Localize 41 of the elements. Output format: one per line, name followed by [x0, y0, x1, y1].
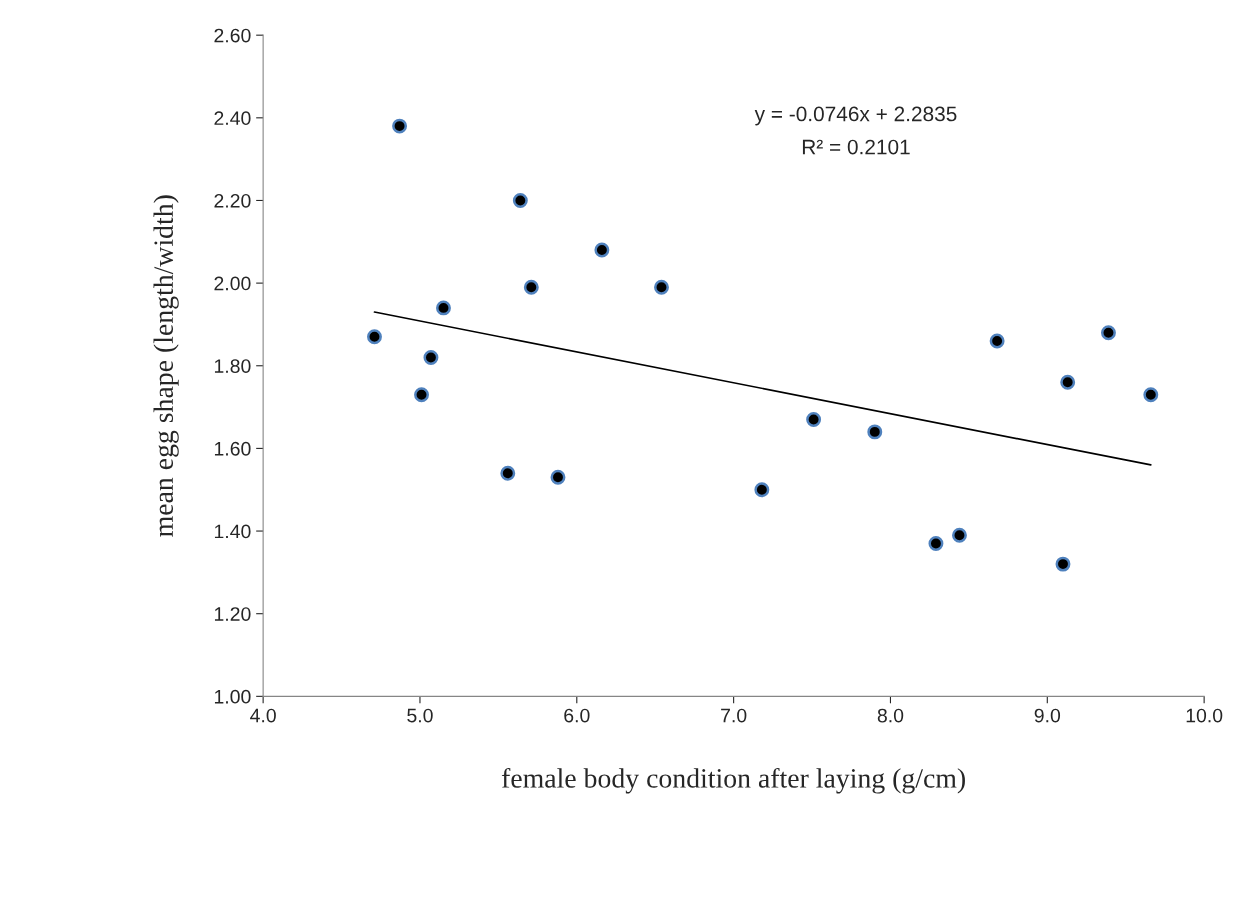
- point: [392, 118, 408, 134]
- y-axis-title: mean egg shape (length/width): [153, 195, 179, 537]
- y-tick-label: 1.80: [214, 359, 251, 373]
- point: [423, 350, 439, 365]
- x-tick-label: 7.0: [721, 708, 747, 723]
- point: [1055, 556, 1071, 572]
- point: [806, 412, 822, 427]
- y-tick-label: 2.00: [214, 276, 251, 291]
- x-tick-label: 10.0: [1186, 708, 1223, 723]
- point: [1143, 387, 1159, 403]
- point: [1101, 325, 1116, 341]
- point: [867, 424, 883, 440]
- point: [989, 333, 1005, 349]
- y-tick-label: 1.40: [214, 524, 251, 539]
- x-tick-label: 4.0: [250, 708, 276, 723]
- y-tick-label: 1.20: [214, 607, 251, 621]
- annotation: y = -0.0746x + 2.2835: [754, 106, 957, 126]
- point: [512, 193, 528, 208]
- y-tick-label: 2.60: [214, 28, 251, 43]
- x-tick-label: 6.0: [564, 708, 590, 723]
- point: [500, 465, 516, 481]
- point: [414, 387, 429, 403]
- y-tick-label: 2.20: [214, 193, 251, 208]
- y-tick-label: 1.60: [214, 441, 251, 456]
- point: [1060, 374, 1076, 390]
- x-tick-label: 5.0: [407, 708, 433, 723]
- x-axis-title: female body condition after laying (g/cm): [501, 767, 965, 794]
- point: [928, 535, 944, 551]
- point: [523, 279, 539, 295]
- point: [654, 279, 669, 295]
- annotation: R² = 0.2101: [802, 139, 910, 155]
- y-tick-label: 2.40: [214, 111, 251, 126]
- point: [754, 482, 770, 498]
- point: [952, 527, 967, 543]
- point: [594, 242, 610, 258]
- point: [436, 300, 451, 316]
- point: [367, 329, 382, 345]
- x-tick-label: 8.0: [877, 708, 904, 723]
- point: [550, 469, 566, 485]
- y-tick-label: 1.00: [214, 689, 251, 704]
- x-tick-label: 9.0: [1034, 708, 1061, 723]
